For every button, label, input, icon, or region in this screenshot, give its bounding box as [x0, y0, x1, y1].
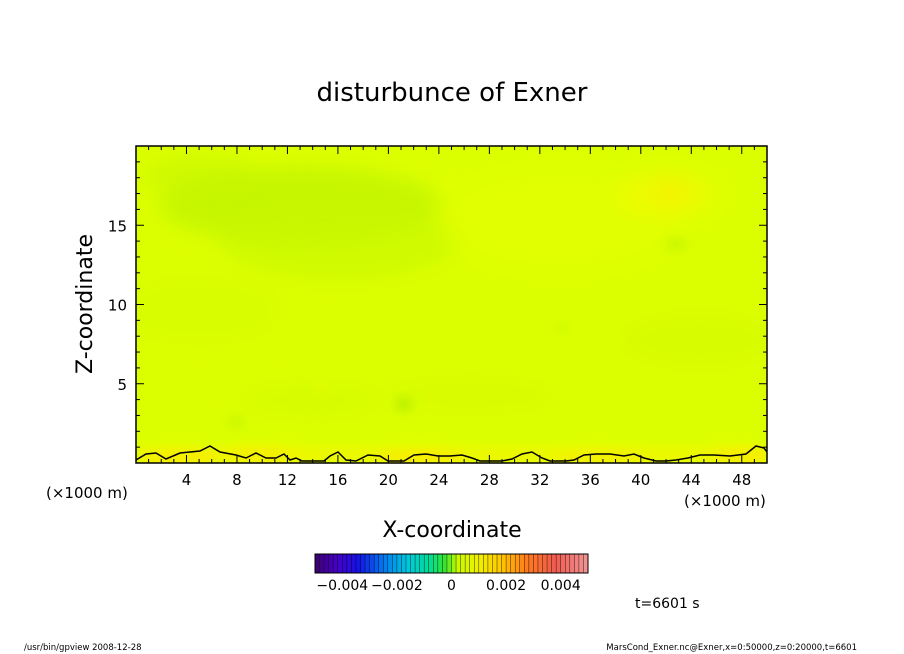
colorbar-cell	[378, 554, 384, 573]
y-axis-title: Z-coordinate	[73, 234, 98, 374]
x-tick-label: 20	[379, 471, 398, 489]
colorbar-cell	[556, 554, 561, 573]
colorbar-tick-label: 0.002	[486, 578, 526, 594]
x-tick-label: 12	[278, 471, 297, 489]
x-tick-label: 24	[429, 471, 448, 489]
colorbar-cell	[501, 554, 507, 573]
colorbar-cell	[469, 554, 475, 573]
colorbar-cell	[551, 554, 557, 573]
colorbar-frame	[314, 553, 589, 574]
colorbar-labels: −0.004 −0.002 0 0.002 0.004	[316, 578, 580, 594]
colorbar-tick-label: −0.004	[316, 578, 368, 594]
colorbar-tick-label: 0	[447, 578, 456, 594]
colorbar-cell	[519, 554, 525, 573]
x-tick-label: 32	[530, 471, 549, 489]
x-tick-label: 8	[232, 471, 242, 489]
colorbar-cell	[383, 554, 389, 573]
colorbar-cell	[342, 554, 348, 573]
x-tick-label: 40	[631, 471, 650, 489]
colorbar-cell	[319, 554, 325, 573]
colorbar-cell	[528, 554, 534, 573]
colorbar-cell	[474, 554, 480, 573]
colorbar-cell	[492, 554, 498, 573]
footer-left: /usr/bin/gpview 2008-12-28	[24, 643, 142, 653]
colorbar-cell	[406, 554, 411, 573]
colorbar-cell	[515, 554, 521, 573]
y-tick-labels: 5 10 15	[108, 217, 127, 394]
colorbar-cell	[442, 554, 448, 573]
colorbar-cell	[533, 554, 539, 573]
y-tick-label: 10	[108, 297, 127, 315]
time-label: t=6601 s	[635, 596, 700, 612]
x-axis-title: X-coordinate	[382, 518, 521, 543]
colorbar-cell	[410, 554, 416, 573]
heatmap-field	[136, 146, 767, 463]
colorbar-cell	[560, 554, 566, 573]
colorbar-cell	[547, 554, 552, 573]
colorbar-cell	[374, 554, 379, 573]
colorbar-cell	[437, 554, 443, 573]
colorbar-cell	[337, 554, 343, 573]
colorbar-cell	[542, 554, 548, 573]
colorbar-cell	[324, 554, 329, 573]
colorbar-cell	[333, 554, 339, 573]
colorbar-cell	[315, 554, 320, 573]
x-tick-label: 28	[480, 471, 499, 489]
y-unit-label: (×1000 m)	[46, 484, 128, 502]
x-tick-labels: 4 8 12 16 20 24 28 32 36 40 44 48	[182, 471, 752, 489]
colorbar-cell	[487, 554, 493, 573]
x-tick-label: 48	[732, 471, 751, 489]
colorbar-cell	[355, 554, 361, 573]
colorbar-cell	[328, 554, 334, 573]
colorbar-cell	[424, 554, 430, 573]
colorbar-cell	[428, 554, 434, 573]
colorbar	[314, 554, 589, 573]
colorbar-cell	[360, 554, 366, 573]
colorbar-cell	[574, 554, 580, 573]
colorbar-cell	[351, 554, 357, 573]
colorbar-cell	[392, 554, 398, 573]
colorbar-cell	[460, 554, 466, 573]
x-tick-label: 44	[682, 471, 701, 489]
colorbar-cell	[433, 554, 439, 573]
y-tick-label: 15	[108, 217, 127, 235]
colorbar-tick-label: −0.002	[371, 578, 423, 594]
colorbar-cell	[483, 554, 489, 573]
colorbar-cell	[396, 554, 402, 573]
colorbar-cell	[387, 554, 393, 573]
colorbar-cell	[346, 554, 352, 573]
colorbar-cell	[415, 554, 420, 573]
colorbar-cell	[583, 554, 589, 573]
colorbar-cell	[365, 554, 370, 573]
colorbar-cell	[565, 554, 571, 573]
colorbar-cell	[497, 554, 502, 573]
colorbar-cell	[537, 554, 543, 573]
colorbar-cell	[446, 554, 452, 573]
x-tick-label: 4	[182, 471, 192, 489]
colorbar-cell	[465, 554, 470, 573]
x-tick-label: 36	[581, 471, 600, 489]
colorbar-cell	[456, 554, 461, 573]
colorbar-cell	[478, 554, 484, 573]
footer-right: MarsCond_Exner.nc@Exner,x=0:50000,z=0:20…	[606, 643, 857, 653]
colorbar-tick-label: 0.004	[541, 578, 581, 594]
x-tick-label: 16	[328, 471, 347, 489]
colorbar-cell	[401, 554, 407, 573]
zero-contour	[136, 445, 767, 462]
colorbar-cell	[569, 554, 575, 573]
colorbar-cell	[506, 554, 511, 573]
colorbar-cell	[524, 554, 530, 573]
chart-title: disturbunce of Exner	[317, 78, 588, 108]
colorbar-cell	[578, 554, 584, 573]
colorbar-cell	[419, 554, 425, 573]
colorbar-cell	[451, 554, 457, 573]
colorbar-cell	[369, 554, 375, 573]
y-tick-label: 5	[117, 376, 127, 394]
axis-ticks	[136, 146, 767, 463]
x-unit-label: (×1000 m)	[684, 492, 766, 510]
colorbar-cell	[510, 554, 516, 573]
